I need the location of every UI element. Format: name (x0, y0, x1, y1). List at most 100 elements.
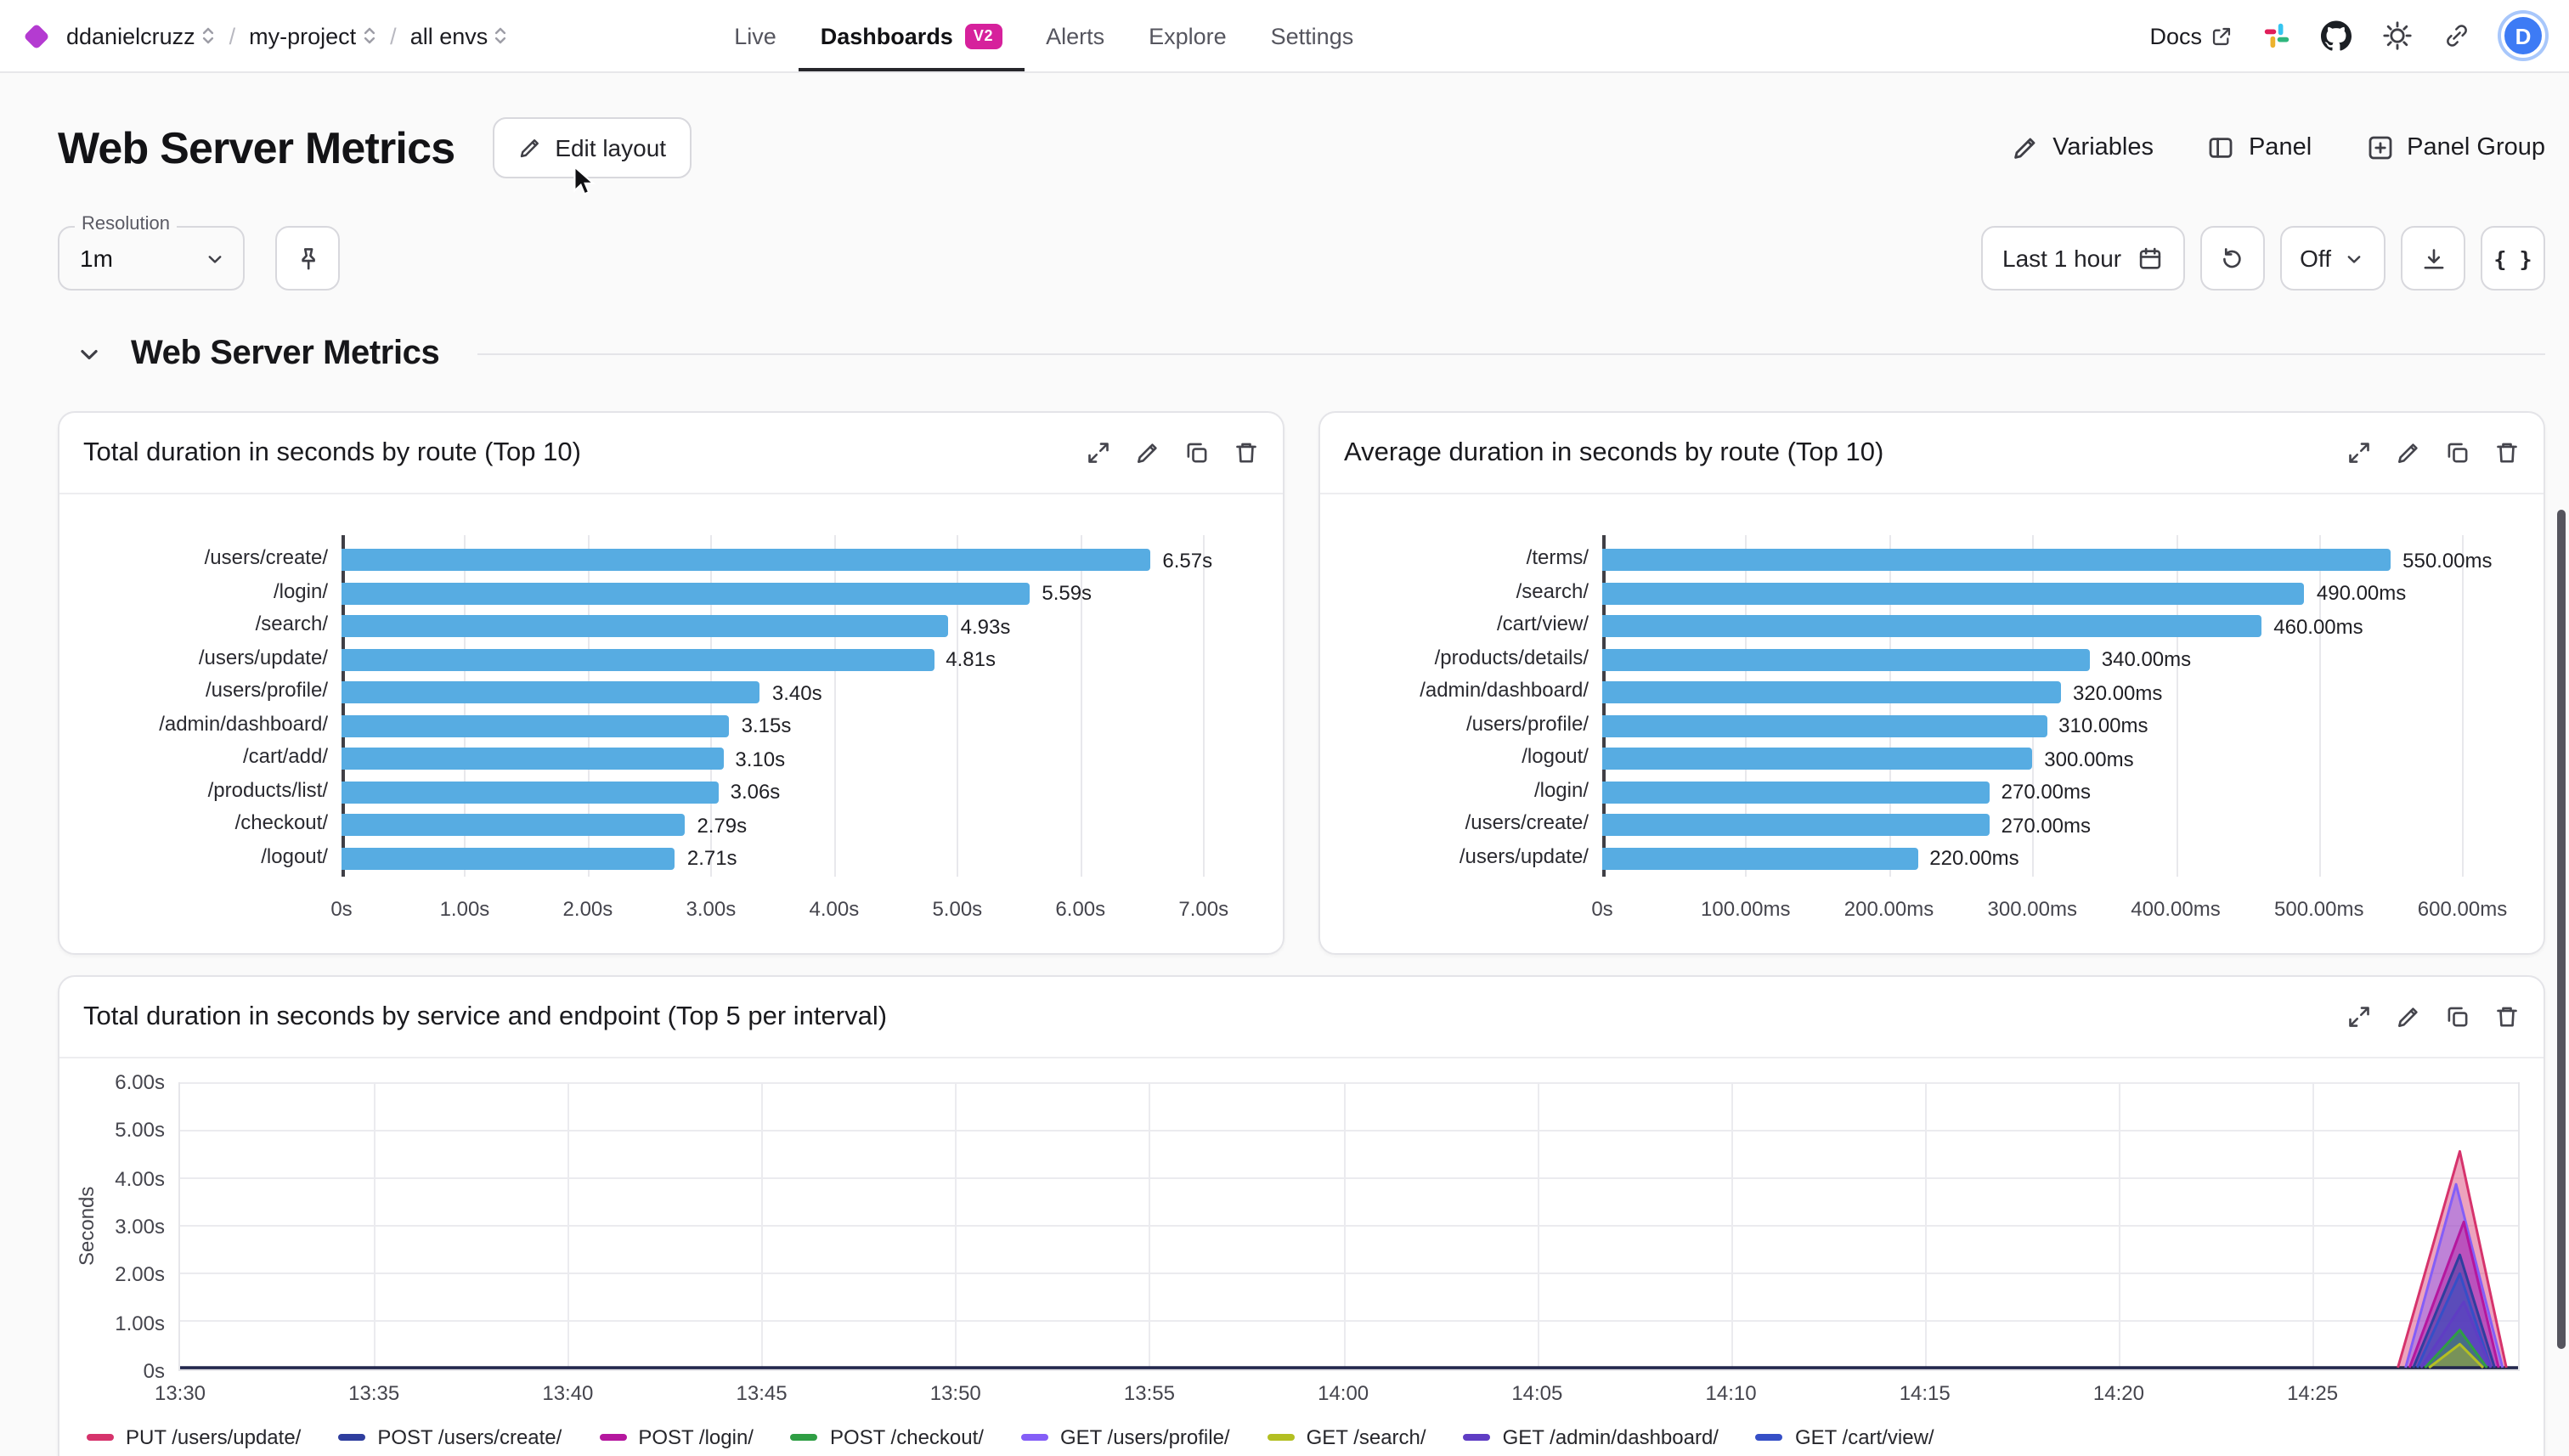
grid-line (1924, 1084, 1927, 1369)
trash-icon (2494, 1004, 2520, 1030)
tab-settings[interactable]: Settings (1249, 0, 1376, 71)
duplicate-panel-button[interactable] (2445, 440, 2470, 466)
scrollbar-thumb[interactable] (2557, 510, 2566, 1349)
legend-item-post-login[interactable]: POST /login/ (599, 1425, 754, 1449)
bar[interactable] (1602, 615, 2262, 638)
bar[interactable] (342, 681, 760, 704)
nav-actions: Docs D (2149, 14, 2545, 58)
bar-row: 220.00ms (1602, 842, 2520, 875)
github-button[interactable] (2321, 20, 2352, 51)
series-line-get-cart-view (2417, 1273, 2491, 1368)
environment-name: all envs (409, 23, 488, 48)
x-axis-tick-label: 2.00s (562, 897, 613, 921)
legend-item-put-users-update[interactable]: PUT /users/update/ (87, 1425, 301, 1449)
bar[interactable] (1602, 648, 2090, 671)
trash-icon (2494, 440, 2520, 466)
delete-panel-button[interactable] (2494, 1004, 2520, 1030)
bar-value-label: 3.10s (735, 747, 786, 771)
auto-refresh-select[interactable]: Off (2279, 226, 2386, 291)
plot-area: 6.57s 5.59s 4.93s 4.81s 3.40s 3.15s 3.10s 3.06s… (330, 535, 1259, 924)
bars: 6.57s 5.59s 4.93s 4.81s 3.40s 3.15s 3.10s 3.06s… (342, 542, 1259, 875)
collapse-section-button[interactable] (75, 340, 104, 369)
bars: 550.00ms 490.00ms 460.00ms 340.00ms 320.00ms… (1602, 542, 2520, 875)
category-label: /login/ (1533, 777, 1589, 801)
bar[interactable] (1602, 847, 1918, 870)
tab-live[interactable]: Live (712, 0, 799, 71)
bar[interactable] (342, 648, 934, 671)
environment-selector[interactable]: all envs (407, 16, 512, 55)
bar[interactable] (342, 582, 1030, 605)
bar[interactable] (342, 847, 675, 870)
tab-alerts[interactable]: Alerts (1024, 0, 1126, 71)
bar[interactable] (1602, 549, 2391, 572)
bar-value-label: 460.00ms (2273, 614, 2363, 639)
bar-row: 4.93s (342, 610, 1259, 643)
grid-line (1731, 1084, 1733, 1369)
legend-swatch (1020, 1434, 1048, 1441)
download-button[interactable] (2401, 226, 2465, 291)
legend-item-get-cart-view[interactable]: GET /cart/view/ (1755, 1425, 1934, 1449)
bar[interactable] (342, 748, 724, 770)
json-editor-button[interactable]: { } (2481, 226, 2545, 291)
variables-button[interactable]: Variables (2012, 134, 2154, 161)
pin-resolution-button[interactable] (275, 226, 340, 291)
legend-item-get-admin-dashboard[interactable]: GET /admin/dashboard/ (1463, 1425, 1719, 1449)
bar[interactable] (342, 549, 1151, 572)
bar-row: 270.00ms (1602, 809, 2520, 842)
delete-panel-button[interactable] (1234, 440, 1259, 466)
panel-group-label: Panel Group (2407, 134, 2545, 161)
bar[interactable] (1602, 748, 2033, 770)
legend-swatch (1463, 1434, 1491, 1441)
edit-panel-button[interactable] (2396, 1004, 2421, 1030)
series-line-post-checkout (2425, 1330, 2487, 1368)
bar[interactable] (1602, 781, 1990, 804)
bar[interactable] (342, 781, 719, 804)
x-axis: 0s 100.00ms 200.00ms 300.00ms 400.00ms 500.00… (1591, 897, 2520, 924)
bar[interactable] (1602, 714, 2047, 737)
expand-panel-button[interactable] (1086, 440, 1111, 466)
bar[interactable] (1602, 582, 2305, 605)
resolution-select[interactable]: Resolution 1m (58, 214, 245, 291)
duplicate-panel-button[interactable] (1184, 440, 1210, 466)
chevron-down-icon (204, 247, 226, 269)
series-area-get-users-profile (2405, 1184, 2503, 1369)
edit-panel-button[interactable] (2396, 440, 2421, 466)
page-header: Web Server Metrics Edit layout Variables… (0, 73, 2569, 178)
bar[interactable] (1602, 814, 1990, 837)
add-panel-button[interactable]: Panel (2208, 134, 2312, 161)
edit-panel-button[interactable] (1135, 440, 1160, 466)
tab-explore[interactable]: Explore (1126, 0, 1249, 71)
copy-link-button[interactable] (2443, 22, 2470, 49)
grid-line (761, 1084, 764, 1369)
duplicate-panel-button[interactable] (2445, 1004, 2470, 1030)
expand-panel-button[interactable] (2346, 440, 2372, 466)
add-panel-group-button[interactable]: Panel Group (2366, 134, 2545, 161)
legend-item-get-search[interactable]: GET /search/ (1267, 1425, 1426, 1449)
legend-item-post-users-create[interactable]: POST /users/create/ (338, 1425, 562, 1449)
expand-panel-button[interactable] (2346, 1004, 2372, 1030)
refresh-button[interactable] (2199, 226, 2265, 291)
bar[interactable] (342, 615, 949, 638)
bar[interactable] (342, 814, 686, 837)
header-actions: Variables Panel Panel Group (2012, 134, 2545, 161)
grid-line (955, 1084, 957, 1369)
plot-area[interactable]: 13:30 13:35 13:40 13:45 13:50 13:55 14:00 14:05… (155, 1082, 2520, 1405)
legend-item-get-users-profile[interactable]: GET /users/profile/ (1020, 1425, 1230, 1449)
category-label: /admin/dashboard/ (159, 711, 328, 735)
edit-layout-button[interactable]: Edit layout (492, 117, 692, 178)
bar-row: 340.00ms (1602, 643, 2520, 676)
time-range-button[interactable]: Last 1 hour (1980, 226, 2185, 291)
theme-toggle-button[interactable] (2382, 20, 2413, 51)
bar[interactable] (342, 714, 730, 737)
bar-value-label: 3.40s (771, 680, 822, 705)
avatar[interactable]: D (2501, 14, 2545, 58)
bar[interactable] (1602, 681, 2061, 704)
tab-dashboards[interactable]: Dashboards V2 (798, 0, 1025, 71)
project-selector[interactable]: my-project (246, 16, 380, 55)
slack-button[interactable] (2263, 22, 2290, 49)
delete-panel-button[interactable] (2494, 440, 2520, 466)
legend-item-post-checkout[interactable]: POST /checkout/ (790, 1425, 984, 1449)
org-selector[interactable]: ddanielcruzz (63, 16, 219, 55)
docs-link[interactable]: Docs (2149, 23, 2233, 48)
bar-value-label: 5.59s (1042, 581, 1093, 606)
